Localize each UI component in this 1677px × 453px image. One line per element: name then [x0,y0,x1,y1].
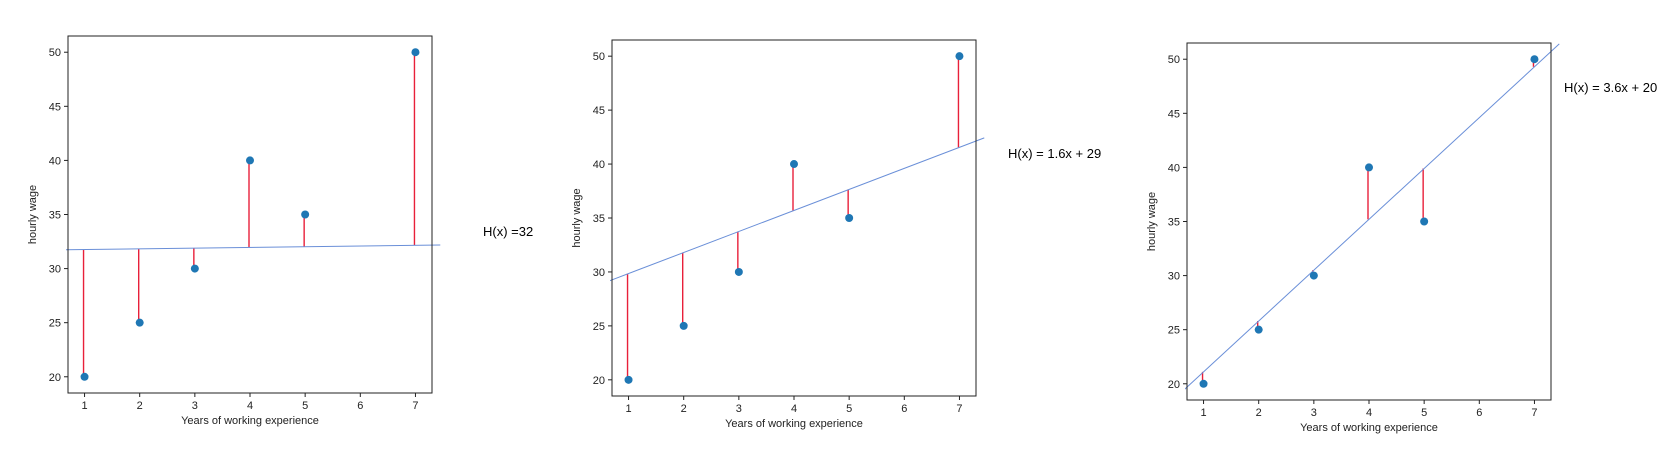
y-tick-label: 35 [49,210,61,222]
x-tick-label: 6 [1476,407,1482,419]
data-point [1199,379,1208,388]
x-tick-label: 7 [956,403,962,415]
x-tick-label: 5 [846,403,852,415]
x-tick-label: 4 [1366,407,1372,419]
fit-line [610,137,985,282]
y-tick-label: 50 [1168,54,1180,66]
data-point [679,321,688,330]
y-axis-label: hourly wage [27,185,39,244]
data-point [1365,163,1373,172]
data-point [734,267,743,276]
data-point [624,375,633,384]
y-tick-label: 30 [1168,271,1180,283]
x-tick-label: 2 [137,400,143,412]
plot-frame [67,35,433,394]
data-point [1309,271,1318,280]
data-point [955,52,964,61]
y-axis-label: hourly wage [1146,192,1158,251]
y-tick-label: 40 [593,159,605,171]
chart-1-equation-label: H(x) =32 [483,224,534,239]
x-tick-label: 7 [1531,407,1537,419]
data-point [790,160,798,169]
data-point [411,48,420,57]
x-axis-label: Years of working experience [725,418,863,430]
data-point [845,214,854,222]
data-point [1420,217,1429,226]
x-axis-label: Years of working experience [181,415,319,427]
y-tick-label: 25 [593,321,605,333]
y-tick-label: 40 [49,155,61,167]
chart-2-equation-label: H(x) = 1.6x + 29 [1008,146,1102,161]
plot-frame [1186,42,1552,401]
fit-line [66,244,441,251]
data-point [190,264,199,273]
x-tick-label: 3 [736,403,742,415]
plot-frame [611,39,977,397]
y-tick-label: 50 [593,51,605,63]
x-tick-label: 1 [1200,407,1206,419]
data-point [301,210,310,219]
x-tick-label: 2 [1256,407,1262,419]
fit-line [1185,43,1560,390]
y-axis-label: hourly wage [571,188,583,247]
data-point [80,372,89,381]
y-tick-label: 20 [1168,379,1180,391]
y-tick-label: 50 [49,47,61,59]
data-point [246,156,254,165]
x-tick-label: 3 [1311,407,1317,419]
y-tick-label: 25 [49,318,61,330]
x-axis-label: Years of working experience [1300,422,1438,434]
data-point [1254,325,1263,334]
x-tick-label: 4 [247,400,253,412]
x-tick-label: 1 [625,403,631,415]
x-tick-label: 5 [1421,407,1427,419]
x-tick-label: 2 [681,403,687,415]
x-tick-label: 6 [901,403,907,415]
x-tick-label: 1 [81,400,87,412]
y-tick-label: 20 [49,372,61,384]
y-tick-label: 30 [593,267,605,279]
data-point [1530,55,1539,64]
y-tick-label: 20 [593,375,605,387]
x-tick-label: 4 [791,403,797,415]
x-tick-label: 3 [192,400,198,412]
y-tick-label: 45 [49,101,61,113]
y-tick-label: 25 [1168,325,1180,337]
x-tick-label: 5 [302,400,308,412]
chart-3-equation-label: H(x) = 3.6x + 20 [1564,80,1658,95]
y-tick-label: 30 [49,264,61,276]
x-tick-label: 6 [357,400,363,412]
y-tick-label: 35 [1168,217,1180,229]
y-tick-label: 40 [1168,162,1180,174]
x-tick-label: 7 [412,400,418,412]
y-tick-label: 45 [1168,108,1180,120]
data-point [135,318,144,327]
y-tick-label: 45 [593,105,605,117]
y-tick-label: 35 [593,213,605,225]
